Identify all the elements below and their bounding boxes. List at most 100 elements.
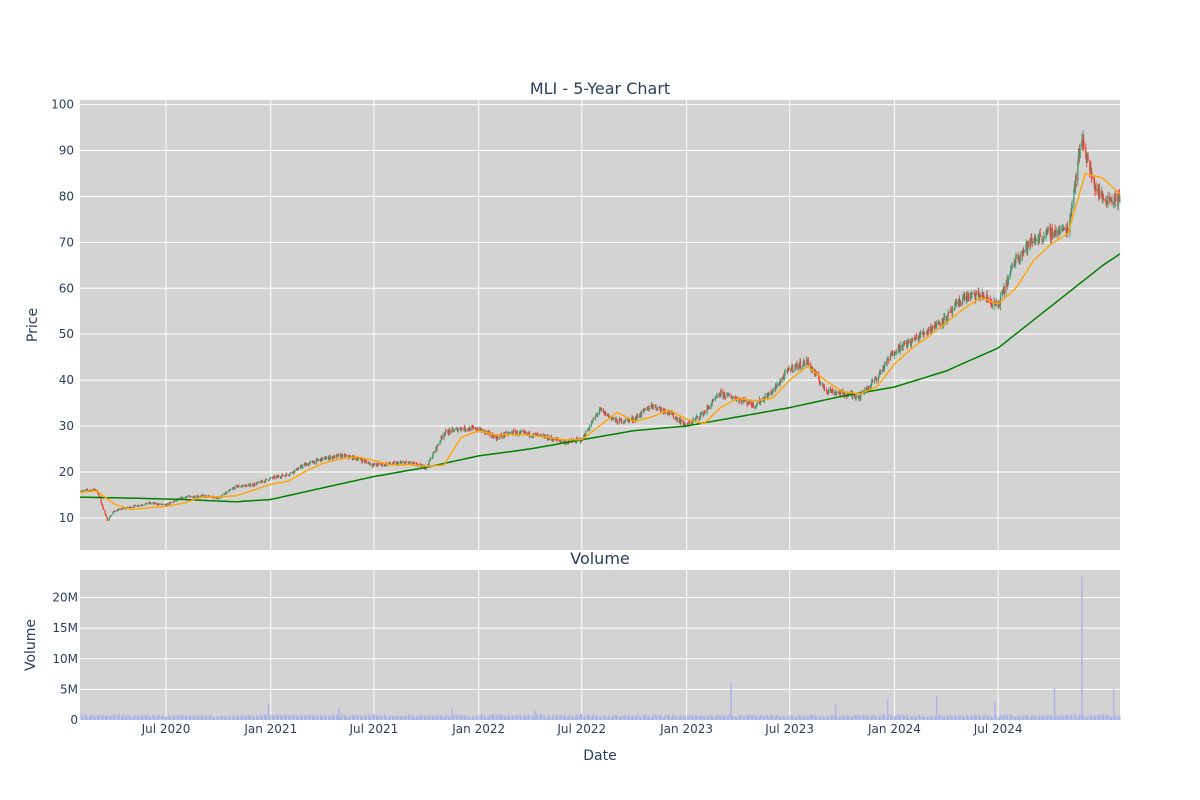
volume-bar <box>847 715 849 720</box>
candle-body <box>194 496 196 498</box>
x-tick-label: Jan 2021 <box>243 722 297 736</box>
volume-bar <box>1034 716 1036 720</box>
candle-body <box>287 474 290 476</box>
volume-bar <box>1071 714 1073 720</box>
candle-body <box>896 351 898 353</box>
candle-body <box>316 459 319 461</box>
volume-bar <box>413 717 415 720</box>
candle-body <box>804 363 806 366</box>
candle-body <box>1005 283 1007 294</box>
candle-body <box>452 428 454 430</box>
candle-body <box>400 462 402 463</box>
volume-bar <box>464 714 466 720</box>
candle-body <box>847 395 849 397</box>
candle-body <box>610 416 612 420</box>
volume-bar <box>1087 715 1089 720</box>
volume-bar <box>412 715 414 720</box>
volume-bar <box>140 716 142 720</box>
candle-body <box>919 335 921 338</box>
volume-bar <box>356 714 358 720</box>
candle-body <box>1089 167 1091 172</box>
candle-body <box>930 326 932 331</box>
candle-body <box>871 380 873 383</box>
candle-body <box>445 430 447 433</box>
volume-bar <box>943 717 945 720</box>
volume-bar <box>311 715 313 720</box>
volume-bar <box>619 717 621 720</box>
volume-bar <box>827 715 829 720</box>
volume-bar <box>548 714 550 720</box>
volume-bar <box>851 717 853 720</box>
volume-bar <box>708 715 710 720</box>
volume-bar <box>764 716 766 720</box>
volume-bar <box>181 715 183 720</box>
volume-bar <box>890 716 892 720</box>
candle-body <box>648 408 651 410</box>
volume-bar <box>982 717 984 720</box>
volume-bar <box>756 715 758 720</box>
volume-bar <box>332 714 334 720</box>
volume-bar <box>625 715 627 720</box>
volume-bar <box>1066 714 1068 720</box>
volume-bar <box>678 717 680 720</box>
candle-body <box>855 397 857 399</box>
volume-bar <box>925 717 927 720</box>
candle-body <box>326 457 328 460</box>
candle-body <box>558 440 561 441</box>
volume-bar <box>102 714 104 720</box>
candle-body <box>396 462 398 465</box>
volume-bar <box>683 717 685 720</box>
candle-body <box>98 493 100 496</box>
candle-body <box>879 372 881 375</box>
volume-bar <box>1055 716 1057 720</box>
volume-bar <box>249 714 251 720</box>
volume-bar <box>612 715 614 720</box>
candle-body <box>1033 239 1035 244</box>
volume-bar <box>696 716 698 720</box>
candle-body <box>101 502 103 505</box>
volume-bar <box>309 716 311 720</box>
volume-bar <box>774 717 776 720</box>
volume-bar <box>471 716 473 720</box>
volume-bar <box>606 716 608 720</box>
volume-bar <box>958 715 960 720</box>
candle-body <box>796 363 798 369</box>
volume-bar <box>504 716 506 720</box>
volume-bar <box>1117 715 1119 720</box>
candle-body <box>471 426 473 431</box>
volume-bar <box>539 716 541 720</box>
candle-body <box>501 436 503 438</box>
volume-bar <box>118 714 120 720</box>
volume-bar <box>973 716 975 720</box>
volume-bar <box>441 715 443 720</box>
volume-bar <box>670 717 672 720</box>
volume-bar <box>342 714 344 720</box>
candle-body <box>1003 286 1005 294</box>
volume-bar <box>483 716 485 720</box>
volume-bar <box>133 716 135 720</box>
candle-body <box>315 459 317 464</box>
volume-bar <box>404 717 406 720</box>
candle-body <box>779 381 781 385</box>
volume-bar <box>1011 715 1013 720</box>
candle-body <box>728 395 730 397</box>
volume-bar <box>752 716 754 720</box>
volume-bar <box>527 714 529 720</box>
candle-body <box>728 393 730 396</box>
volume-bar <box>369 715 371 720</box>
volume-bar <box>1118 717 1120 720</box>
volume-bar <box>1077 716 1079 720</box>
volume-bar <box>646 714 648 720</box>
volume-bar <box>970 716 972 720</box>
volume-bar <box>152 717 154 720</box>
candle-body <box>540 434 542 436</box>
volume-bar <box>1062 715 1064 720</box>
candle-body <box>794 367 796 371</box>
volume-bar <box>270 714 272 720</box>
candle-body <box>580 441 582 443</box>
volume-bar <box>429 717 431 720</box>
volume-bar <box>258 717 260 720</box>
volume-bar <box>719 715 721 720</box>
volume-bar <box>895 715 897 720</box>
volume-bar <box>421 716 423 720</box>
